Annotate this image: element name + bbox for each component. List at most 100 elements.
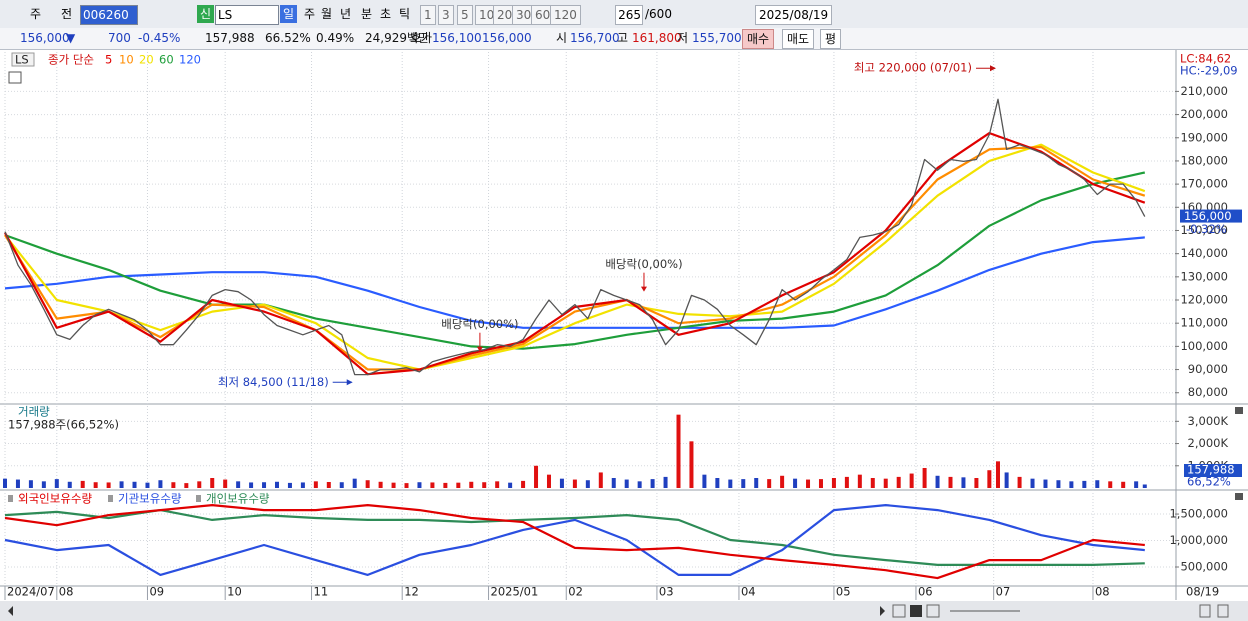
volume-bar <box>391 482 396 488</box>
quote-item[interactable]: 매도 <box>782 29 815 49</box>
volume-bar <box>676 414 681 488</box>
scroll-right[interactable] <box>880 606 885 616</box>
close-icon[interactable] <box>1235 493 1243 500</box>
volume-bar <box>689 441 694 488</box>
volume-bar <box>145 482 150 488</box>
y-tick-label: 90,000 <box>1188 362 1228 376</box>
quote-item[interactable]: 0.49% <box>316 31 355 45</box>
x-tick-label: 2025/01 <box>491 585 539 599</box>
toolbar-item[interactable]: 분 <box>361 7 373 21</box>
quote-item[interactable]: 156,000 <box>20 31 70 45</box>
toolbar-item[interactable]: 1 <box>420 5 436 25</box>
toolbar-item[interactable]: LS <box>215 5 279 25</box>
quote-item[interactable]: 155,700 <box>692 31 742 45</box>
zoom-button[interactable] <box>1199 604 1211 618</box>
quote-item[interactable]: 고 <box>617 31 629 45</box>
x-tick-label: 06 <box>918 585 933 599</box>
toolbar-item[interactable]: 20 <box>493 5 517 25</box>
volume-bar <box>287 482 292 488</box>
toolbar-item[interactable]: 년 <box>340 7 352 21</box>
volume-bar <box>572 479 577 488</box>
legend-entry: 20 <box>139 53 154 67</box>
quote-item[interactable]: 평 <box>820 29 842 49</box>
volume-bar <box>1056 480 1061 488</box>
zoom-button[interactable] <box>1217 604 1229 618</box>
toolbar-item[interactable]: 주 <box>304 7 316 21</box>
toolbar-item[interactable]: 5 <box>457 5 473 25</box>
scroll-left[interactable] <box>8 606 13 616</box>
y-tick-label: 110,000 <box>1180 316 1228 330</box>
volume-bar <box>935 475 940 488</box>
nav-button[interactable] <box>926 604 940 618</box>
quote-item[interactable]: 156,700 <box>570 31 620 45</box>
quote-item[interactable]: 66.52% <box>265 31 311 45</box>
toolbar-item[interactable]: 265 <box>615 5 643 25</box>
volume-bar <box>521 480 526 488</box>
toolbar-item[interactable]: 120 <box>550 5 581 25</box>
quote-item[interactable]: 157,988 <box>205 31 255 45</box>
volume-bar <box>1134 481 1139 488</box>
arrow-head <box>989 65 996 72</box>
x-tick-label: 09 <box>149 585 164 599</box>
legend-entry: 개인보유수량 <box>206 492 270 506</box>
toolbar-item[interactable]: 신 <box>197 5 215 23</box>
quote-item[interactable]: 156,100 <box>432 31 482 45</box>
quote-item[interactable]: ▼ <box>66 31 76 45</box>
quote-item[interactable]: 700 <box>108 31 131 45</box>
chart-bg <box>0 50 1248 601</box>
last-change: -0.32% <box>1186 222 1227 236</box>
toolbar-item[interactable]: 2025/08/19 <box>755 5 833 25</box>
annotation: 최저 84,500 (11/18) <box>218 375 329 389</box>
quote-item[interactable]: -0.45% <box>138 31 181 45</box>
series-line <box>4 504 1145 576</box>
volume-bar <box>223 479 228 488</box>
nav-button[interactable] <box>910 605 922 617</box>
quote-item[interactable]: 24,929백만 <box>365 31 430 45</box>
quote-item[interactable]: 156,000 <box>482 31 532 45</box>
volume-bar <box>883 478 888 488</box>
volume-bar <box>767 479 772 488</box>
scrollbar[interactable] <box>0 601 1248 621</box>
quote-item[interactable]: 시 <box>556 31 568 45</box>
toolbar-item[interactable]: 006260 <box>80 5 138 25</box>
toolbar-item[interactable]: 초 <box>380 7 392 21</box>
toolbar: 주 전 006260 신 LS 일 주 월 년 분 초 틱 1 3 5 10 20 30 60 120 265/600 2… <box>0 0 1248 29</box>
volume-bar <box>378 481 383 488</box>
toolbar-item[interactable]: /600 <box>645 7 672 21</box>
toolbar-item[interactable]: 3 <box>438 5 454 25</box>
toolbar-item[interactable]: 전 <box>61 7 73 21</box>
toolbar-item[interactable]: 일 <box>280 5 298 23</box>
quote-item[interactable]: 호가 <box>410 31 433 45</box>
volume-bar <box>313 481 318 488</box>
legend-swatch <box>108 495 113 502</box>
y-tick-label: 140,000 <box>1180 246 1228 260</box>
quote-item[interactable]: 저 <box>677 31 689 45</box>
quote-item[interactable]: 매수 <box>742 29 775 49</box>
toolbar-item[interactable]: 주 <box>30 7 42 21</box>
volume-bar <box>818 479 823 488</box>
arrow-head <box>346 379 353 386</box>
side-label: HC:-29,09 <box>1180 64 1238 78</box>
close-icon[interactable] <box>1235 407 1243 414</box>
volume-bar <box>184 483 189 488</box>
volume-bar <box>598 472 603 488</box>
volume-bar <box>249 482 254 488</box>
volume-bar <box>534 465 539 488</box>
volume-bar <box>995 461 1000 488</box>
toolbar-item[interactable]: 10 <box>475 5 499 25</box>
volume-bar <box>443 482 448 488</box>
y-tick-label: 130,000 <box>1180 269 1228 283</box>
y-tick-label: 3,000K <box>1188 414 1229 428</box>
series-line <box>4 143 1146 371</box>
toolbar-item[interactable]: 60 <box>531 5 555 25</box>
volume-bar <box>948 476 953 488</box>
quote-item[interactable]: 161,800 <box>632 31 682 45</box>
volume-bar <box>197 481 202 488</box>
toolbar-item[interactable]: 틱 <box>399 7 411 21</box>
volume-bar <box>469 481 474 488</box>
nav-button[interactable] <box>892 604 906 618</box>
annotation: 최고 220,000 (07/01) <box>854 61 972 75</box>
volume-bar <box>352 478 357 488</box>
toolbar-item[interactable]: 월 <box>321 7 333 21</box>
